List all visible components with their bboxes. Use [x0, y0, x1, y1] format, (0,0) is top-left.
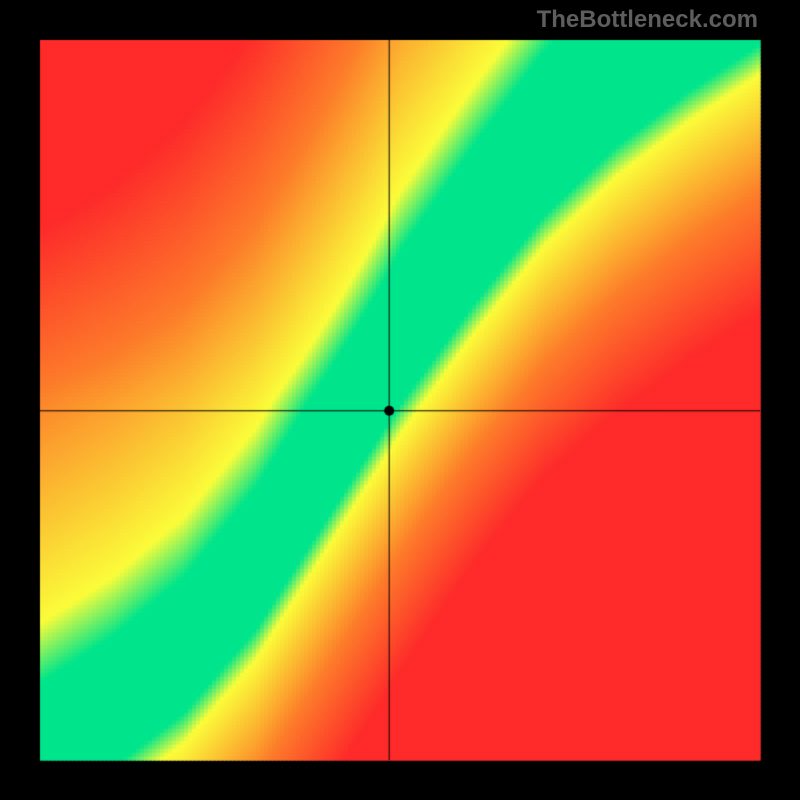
bottleneck-heatmap — [0, 0, 800, 800]
watermark-text: TheBottleneck.com — [537, 6, 758, 34]
